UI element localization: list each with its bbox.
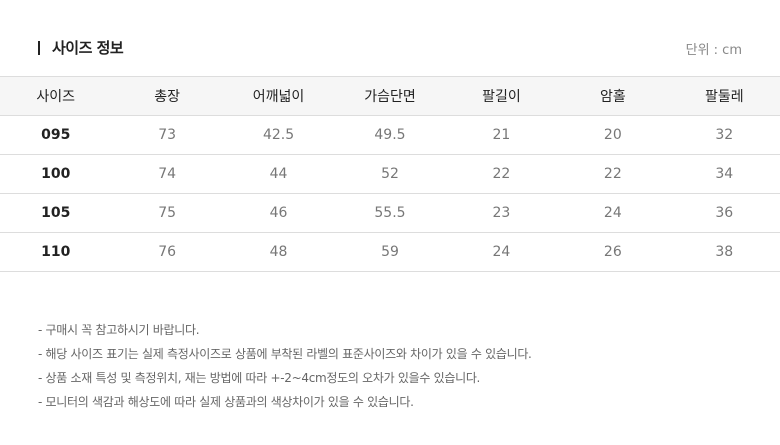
size-cell: 105 bbox=[0, 193, 112, 233]
measurement-cell: 44 bbox=[222, 154, 335, 194]
measurement-cell: 76 bbox=[111, 232, 223, 272]
measurement-cell: 24 bbox=[557, 193, 669, 233]
measurement-cell: 59 bbox=[334, 232, 446, 272]
column-header-chest: 가슴단면 bbox=[334, 76, 446, 116]
measurement-cell: 52 bbox=[334, 154, 446, 194]
column-header-armhole: 암홀 bbox=[557, 76, 669, 116]
measurement-cell: 22 bbox=[557, 154, 669, 194]
note-item: - 상품 소재 특성 및 측정위치, 재는 방법에 따라 +-2~4cm정도의 … bbox=[38, 371, 481, 385]
table-row: 095 73 42.5 49.5 21 20 32 bbox=[0, 115, 780, 155]
measurement-cell: 26 bbox=[557, 232, 669, 272]
column-header-sleeve: 팔길이 bbox=[445, 76, 558, 116]
measurement-cell: 42.5 bbox=[222, 115, 335, 155]
note-item: - 구매시 꼭 참고하시기 바랍니다. bbox=[38, 323, 200, 337]
size-table: 사이즈 총장 어깨넓이 가슴단면 팔길이 암홀 팔둘레 095 73 42.5 49.… bbox=[0, 76, 780, 272]
notes-list: - 구매시 꼭 참고하시기 바랍니다. - 해당 사이즈 표기는 실제 측정사이… bbox=[38, 320, 532, 416]
table-row: 100 74 44 52 22 22 34 bbox=[0, 154, 780, 194]
title-bar-marker bbox=[38, 40, 40, 55]
column-header-size: 사이즈 bbox=[0, 76, 112, 116]
column-header-arm-circumference: 팔둘레 bbox=[668, 76, 780, 116]
measurement-cell: 46 bbox=[222, 193, 335, 233]
measurement-cell: 48 bbox=[222, 232, 335, 272]
measurement-cell: 20 bbox=[557, 115, 669, 155]
measurement-cell: 73 bbox=[111, 115, 223, 155]
table-header-row: 사이즈 총장 어깨넓이 가슴단면 팔길이 암홀 팔둘레 bbox=[0, 76, 780, 116]
measurement-cell: 75 bbox=[111, 193, 223, 233]
table-row: 105 75 46 55.5 23 24 36 bbox=[0, 193, 780, 233]
note-item: - 해당 사이즈 표기는 실제 측정사이즈로 상품에 부착된 라벨의 표준사이즈… bbox=[38, 347, 532, 361]
measurement-cell: 22 bbox=[445, 154, 558, 194]
size-cell: 095 bbox=[0, 115, 112, 155]
section-title: 사이즈 정보 bbox=[38, 37, 124, 58]
measurement-cell: 74 bbox=[111, 154, 223, 194]
measurement-cell: 23 bbox=[445, 193, 558, 233]
table-row: 110 76 48 59 24 26 38 bbox=[0, 232, 780, 272]
column-header-shoulder: 어깨넓이 bbox=[222, 76, 335, 116]
column-header-total-length: 총장 bbox=[111, 76, 223, 116]
note-item: - 모니터의 색감과 해상도에 따라 실제 상품과의 색상차이가 있을 수 있습… bbox=[38, 395, 414, 409]
measurement-cell: 32 bbox=[668, 115, 780, 155]
measurement-cell: 36 bbox=[668, 193, 780, 233]
size-cell: 110 bbox=[0, 232, 112, 272]
measurement-cell: 49.5 bbox=[334, 115, 446, 155]
unit-label: 단위 : cm bbox=[685, 43, 742, 58]
measurement-cell: 38 bbox=[668, 232, 780, 272]
section-title-text: 사이즈 정보 bbox=[52, 39, 124, 57]
size-cell: 100 bbox=[0, 154, 112, 194]
measurement-cell: 21 bbox=[445, 115, 558, 155]
measurement-cell: 24 bbox=[445, 232, 558, 272]
measurement-cell: 55.5 bbox=[334, 193, 446, 233]
measurement-cell: 34 bbox=[668, 154, 780, 194]
